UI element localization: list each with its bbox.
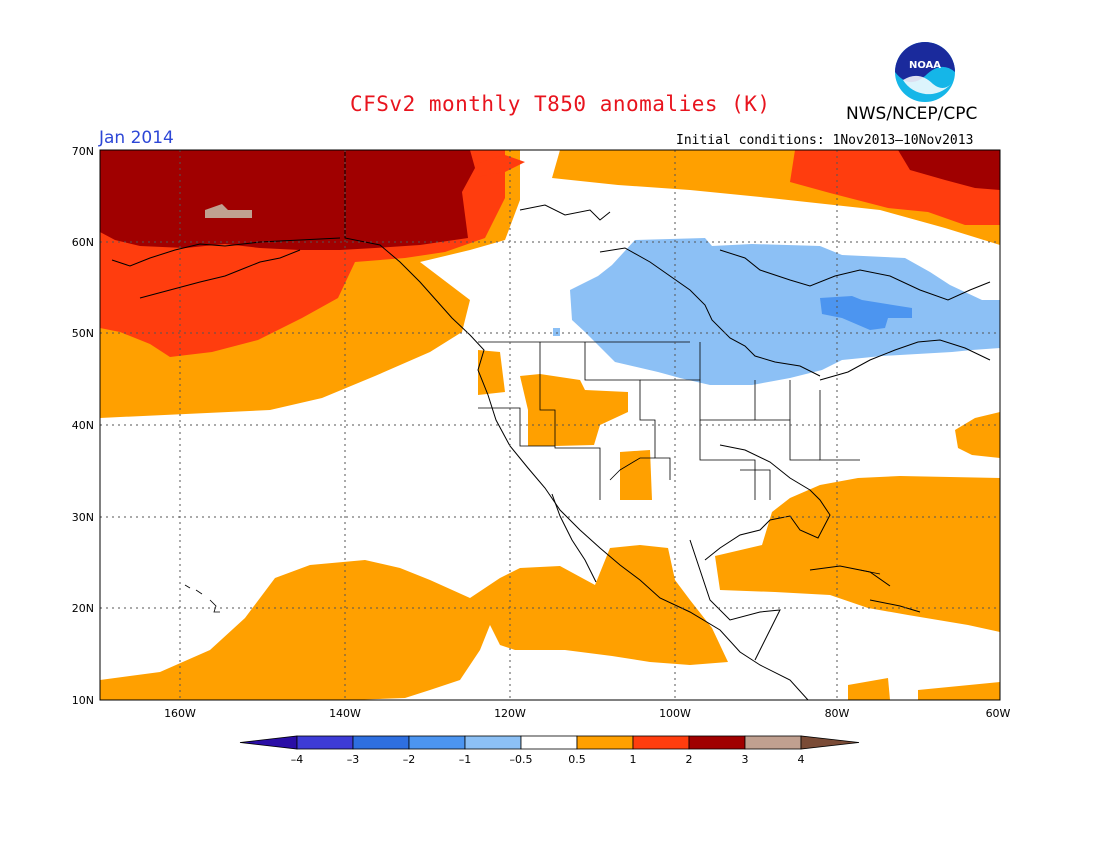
forecast-month: Jan 2014 [99, 128, 174, 148]
colorbar-swatch [632, 735, 690, 750]
lat-axis: 70N 60N 50N 40N 30N 20N 10N [72, 145, 94, 707]
colorbar-label: 4 [798, 753, 805, 766]
anomaly-region-greenland-core [898, 150, 1000, 190]
map-title: CFSv2 monthly T850 anomalies (K) [350, 92, 771, 116]
anomaly-region-arctic-strip [462, 155, 525, 178]
anomaly-region-new-mexico [620, 450, 652, 500]
anomaly-region-great-basin [478, 350, 505, 395]
colorbar-swatch [688, 735, 746, 750]
lat-label-10n: 10N [72, 694, 94, 707]
state-borders [478, 341, 860, 500]
anomaly-region-canada-cold [570, 238, 1000, 385]
colorbar-label: –3 [347, 753, 360, 766]
colorbar-swatch [576, 735, 634, 750]
islands [184, 569, 881, 613]
anomaly-region-south-east [918, 682, 1000, 700]
anomaly-region-utah [520, 374, 628, 446]
colorbar-label: 1 [630, 753, 637, 766]
lat-label-50n: 50N [72, 327, 94, 340]
map-frame [99, 149, 1001, 701]
colorbar-label: –0.5 [510, 753, 533, 766]
colorbar-label: –1 [459, 753, 472, 766]
lon-label-100w: 100W [659, 707, 691, 720]
anomaly-region-cold-dot [553, 328, 560, 336]
lon-axis: 160W 140W 120W 100W 80W 60W [164, 707, 1010, 720]
colorbar-swatch [296, 735, 354, 750]
colorbar-label: 2 [686, 753, 693, 766]
colorbar-swatch [408, 735, 466, 750]
lon-label-80w: 80W [825, 707, 850, 720]
lat-label-60n: 60N [72, 236, 94, 249]
anomaly-plus-three-regions [205, 204, 252, 218]
colorbar-label: –2 [403, 753, 416, 766]
colorbar-label: 3 [742, 753, 749, 766]
agency-label: NWS/NCEP/CPC [846, 104, 978, 124]
colorbar-swatch [464, 735, 522, 750]
anomaly-region-east-atlantic [715, 476, 1000, 632]
colorbar: –4 –3 –2 –1 –0.5 0.5 1 2 3 4 [239, 735, 860, 766]
anomaly-minus-one-regions [820, 296, 912, 330]
anomaly-region-caribbean-south [848, 678, 890, 700]
lat-label-20n: 20N [72, 602, 94, 615]
lon-label-140w: 140W [329, 707, 361, 720]
lat-label-40n: 40N [72, 419, 94, 432]
gridlines [100, 150, 1000, 700]
colorbar-swatch [520, 735, 578, 750]
anomaly-region-alaska-peak [205, 204, 252, 218]
lat-label-30n: 30N [72, 511, 94, 524]
anomaly-region-northeast-coast [955, 412, 1000, 458]
lon-label-60w: 60W [986, 707, 1011, 720]
anomaly-region-hudson-cold [820, 296, 912, 330]
noaa-logo-text: NOAA [909, 60, 941, 71]
anomaly-plus-two-regions [100, 150, 1000, 250]
anomaly-region-alaska [100, 150, 475, 250]
lon-label-160w: 160W [164, 707, 196, 720]
lon-label-120w: 120W [494, 707, 526, 720]
colorbar-arrow-low [239, 735, 298, 750]
colorbar-swatch [744, 735, 802, 750]
initial-conditions: Initial conditions: 1Nov2013–10Nov2013 [676, 133, 974, 148]
noaa-logo-icon: NOAA [895, 42, 955, 102]
anomaly-region-subtropical-pacific [100, 545, 728, 700]
colorbar-label: –4 [291, 753, 304, 766]
anomaly-minus-half-regions [553, 238, 1000, 385]
lat-label-70n: 70N [72, 145, 94, 158]
colorbar-swatch [352, 735, 410, 750]
colorbar-label: 0.5 [568, 753, 586, 766]
coastlines [111, 150, 991, 700]
colorbar-arrow-high [800, 735, 860, 750]
